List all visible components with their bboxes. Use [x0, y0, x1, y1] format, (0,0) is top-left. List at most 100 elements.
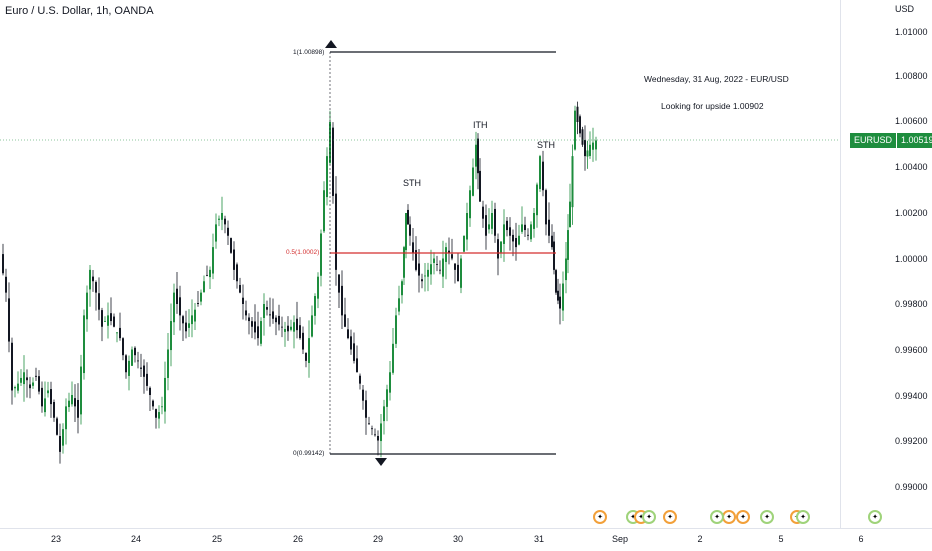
candle-body [491, 213, 493, 229]
eu-flag-icon[interactable]: ✦ [642, 510, 656, 524]
candle-body [533, 213, 535, 229]
candle-body [595, 140, 597, 150]
candle-body [122, 338, 124, 356]
candle-body [302, 332, 304, 350]
time-tick: 30 [452, 534, 464, 544]
candle-body [472, 167, 474, 196]
price-chart[interactable] [0, 0, 840, 528]
candle-body [140, 367, 142, 369]
candle-body [242, 297, 244, 304]
candle-body [314, 296, 316, 316]
time-axis[interactable] [0, 528, 932, 551]
time-tick: Sep [611, 534, 629, 544]
candle-body [14, 387, 16, 389]
candle-body [482, 206, 484, 219]
candle-body [20, 377, 22, 383]
candle-body [475, 144, 477, 167]
candle-body [497, 239, 499, 259]
candle-body [95, 282, 97, 293]
time-tick: 24 [130, 534, 142, 544]
candle-body [197, 302, 199, 304]
candle-body [433, 258, 435, 263]
candle-body [149, 387, 151, 395]
candle-body [329, 122, 331, 163]
fib-top-label: 1(1.00898) [293, 49, 325, 56]
candle-body [409, 224, 411, 236]
us-flag-icon[interactable]: ✦ [736, 510, 750, 524]
candle-body [2, 254, 4, 274]
candle-body [26, 377, 28, 381]
candle-body [332, 127, 334, 196]
candle-body [521, 224, 523, 232]
candle-body [430, 264, 432, 275]
candle-body [551, 235, 553, 248]
candle-body [353, 343, 355, 361]
candle-body [485, 215, 487, 236]
candle-body [427, 269, 429, 277]
candle-body [233, 249, 235, 270]
candle-body [224, 218, 226, 225]
candle-body [47, 390, 49, 394]
candle-body [131, 349, 133, 366]
candle-body [586, 150, 589, 157]
candle-body [83, 315, 85, 374]
candle-body [125, 355, 127, 373]
candle-body [559, 296, 561, 309]
candle-body [296, 318, 298, 331]
candle-body [536, 184, 538, 216]
candle-body [44, 398, 46, 413]
candle-body [581, 129, 584, 145]
candle-body [203, 281, 205, 293]
candle-body [284, 329, 286, 332]
price-tick: 0.99000 [895, 482, 928, 492]
candle-body [323, 190, 325, 232]
candle-body [341, 285, 343, 316]
candle-body [107, 315, 109, 326]
price-axis[interactable] [840, 0, 932, 528]
candle-body [518, 235, 520, 245]
candle-body [454, 263, 456, 270]
target-note: Looking for upside 1.00902 [661, 101, 764, 111]
candle-body [403, 247, 405, 278]
sth-left-label: STH [403, 178, 421, 188]
us-flag-icon[interactable]: ✦ [663, 510, 677, 524]
candle-body [248, 317, 250, 322]
candle-body [407, 209, 409, 225]
candle-body [116, 332, 118, 334]
candle-body [59, 436, 61, 452]
candle-body [350, 336, 352, 350]
candle-body [401, 281, 403, 296]
eu-flag-icon[interactable]: ✦ [796, 510, 810, 524]
candle-body [445, 247, 447, 262]
candle-body [251, 321, 253, 327]
candle-body [74, 398, 76, 407]
candle-body [466, 213, 468, 240]
eu-flag-icon[interactable]: ✦ [760, 510, 774, 524]
candle-body [53, 402, 55, 418]
candle-body [469, 190, 471, 219]
eu-flag-icon[interactable]: ✦ [710, 510, 724, 524]
candle-body [38, 376, 40, 392]
candle-body [548, 219, 550, 236]
candle-body [188, 323, 190, 328]
candle-body [439, 269, 441, 271]
candle-body [389, 372, 391, 393]
us-flag-icon[interactable]: ✦ [722, 510, 736, 524]
candle-body [209, 269, 211, 278]
candle-body [110, 313, 112, 322]
candle-body [101, 310, 103, 327]
candle-body [335, 193, 337, 270]
candle-body [272, 311, 274, 319]
candle-body [527, 234, 529, 236]
candle-body [553, 241, 555, 270]
time-tick: 5 [778, 534, 784, 544]
candle-body [257, 326, 259, 339]
us-flag-icon[interactable]: ✦ [593, 510, 607, 524]
candle-body [515, 238, 517, 248]
candle-body [104, 321, 106, 322]
candle-body [299, 325, 301, 339]
candle-body [344, 314, 346, 327]
candle-body [412, 242, 414, 253]
ith-label: ITH [473, 120, 488, 130]
eu-flag-icon[interactable]: ✦ [868, 510, 882, 524]
